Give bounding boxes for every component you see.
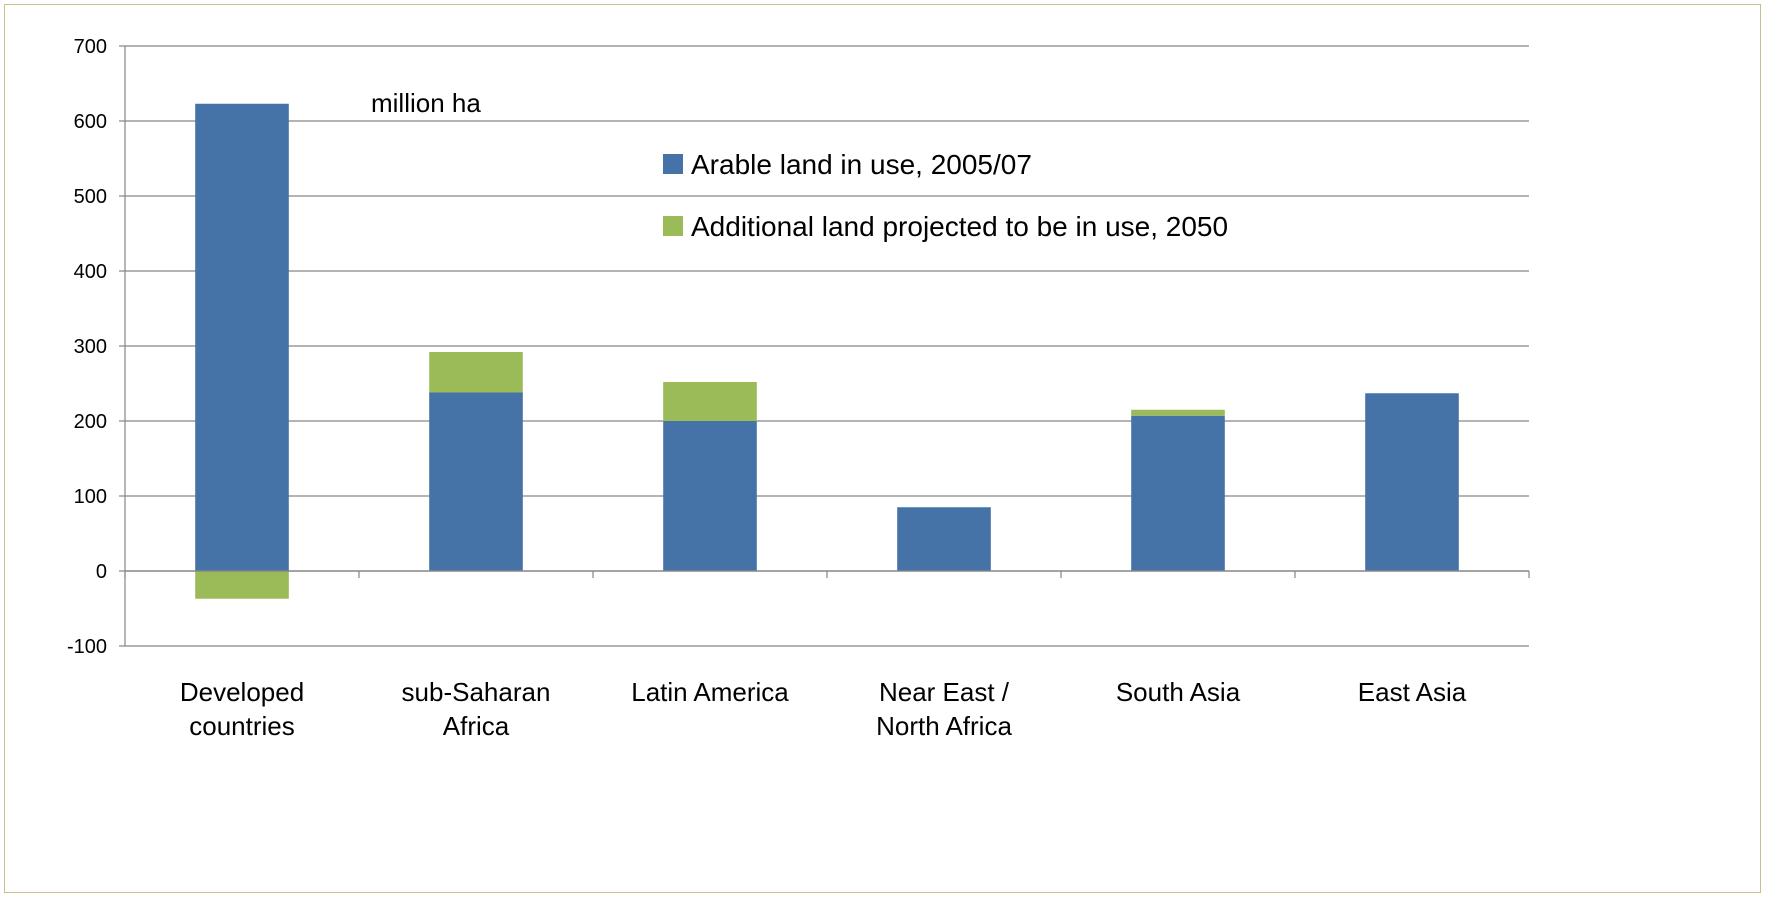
x-category-label: Developed — [180, 677, 304, 707]
bar-segment-arable-2005 — [1131, 415, 1225, 571]
x-category-label: countries — [189, 711, 295, 741]
bar-segment-arable-2005 — [897, 507, 991, 571]
legend-swatch — [663, 154, 683, 174]
y-tick-label: 600 — [74, 111, 107, 133]
bar-segment-arable-2005 — [663, 421, 757, 571]
x-category-label: Near East / — [879, 677, 1010, 707]
legend-label: Arable land in use, 2005/07 — [691, 149, 1032, 180]
bar-segment-additional-2050 — [195, 571, 289, 599]
bar-segment-arable-2005 — [429, 392, 523, 571]
y-tick-label: 100 — [74, 486, 107, 508]
x-category-label: sub-Saharan — [402, 677, 551, 707]
gridlines — [125, 45, 1529, 647]
unit-label: million ha — [371, 88, 481, 118]
bar-segment-additional-2050 — [429, 352, 523, 393]
axes — [119, 45, 1530, 647]
y-tick-label: 200 — [74, 411, 107, 433]
y-tick-label: -100 — [67, 636, 107, 658]
stacked-bar-chart: -100 0 100 200 300 400 500 600 700 Developed count… — [67, 36, 1530, 741]
y-tick-label: 0 — [96, 561, 107, 583]
y-tick-label: 500 — [74, 186, 107, 208]
y-tick-label: 700 — [74, 36, 107, 58]
y-tick-label: 400 — [74, 261, 107, 283]
bar-segment-additional-2050 — [1131, 409, 1225, 416]
x-category-label: East Asia — [1358, 677, 1467, 707]
x-category-label: South Asia — [1116, 677, 1241, 707]
x-category-label: Africa — [443, 711, 510, 741]
chart-frame: -100 0 100 200 300 400 500 600 700 Developed count… — [4, 4, 1761, 893]
bar-segment-additional-2050 — [663, 382, 757, 421]
legend-swatch — [663, 216, 683, 236]
x-category-label: North Africa — [876, 711, 1012, 741]
tick-labels: -100 0 100 200 300 400 500 600 700 Developed count… — [67, 36, 1467, 741]
bars — [195, 103, 1459, 599]
x-category-label: Latin America — [631, 677, 789, 707]
bar-segment-arable-2005 — [1365, 393, 1459, 571]
y-tick-label: 300 — [74, 336, 107, 358]
legend: Arable land in use, 2005/07 Additional la… — [663, 149, 1228, 242]
legend-label: Additional land projected to be in use, … — [691, 211, 1228, 242]
bar-segment-arable-2005 — [195, 103, 289, 571]
